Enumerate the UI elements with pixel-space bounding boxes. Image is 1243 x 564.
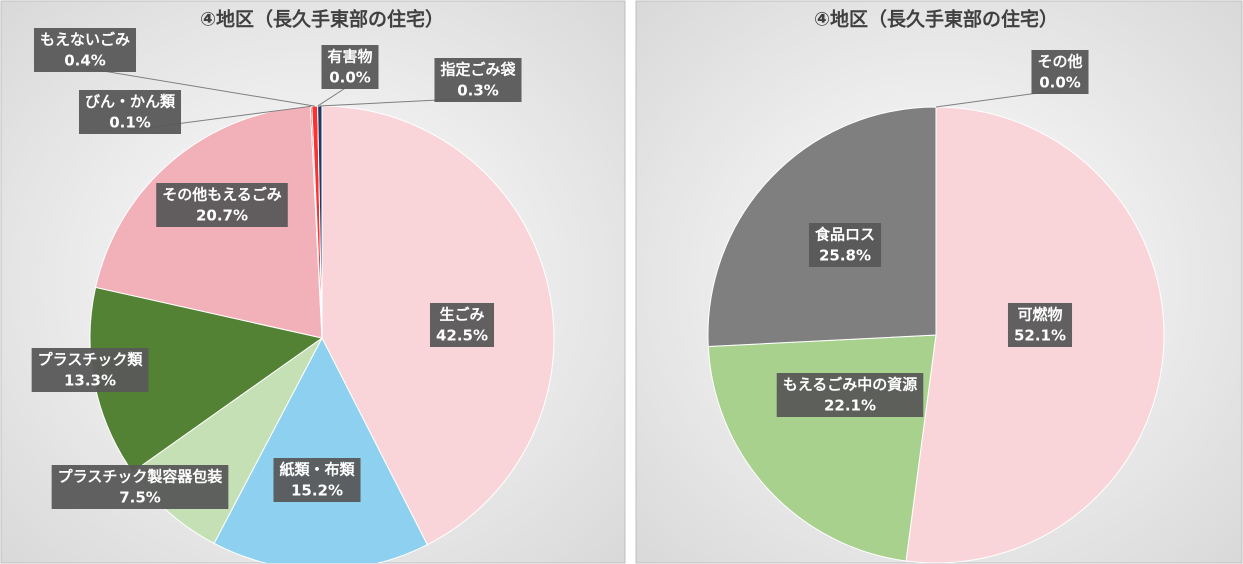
data-label-value: 0.1% [109, 114, 151, 132]
chart-title: ④地区（長久手東部の住宅） [814, 8, 1058, 31]
data-label-box [31, 348, 149, 392]
data-label-box [776, 373, 924, 417]
data-label-value: 0.0% [329, 69, 371, 87]
data-label-box [429, 303, 495, 347]
data-label-name: びん・かん類 [85, 93, 176, 111]
data-label-name: 指定ごみ袋 [440, 61, 516, 79]
data-label-value: 0.3% [457, 82, 499, 100]
data-label-value: 25.8% [819, 247, 871, 265]
data-label-name: 食品ロス [815, 226, 875, 244]
data-label-name: その他 [1037, 53, 1082, 71]
data-label-name: 生ごみ [439, 306, 484, 324]
data-label-box [78, 90, 182, 134]
data-label-box [156, 183, 288, 227]
data-label-name: その他もえるごみ [162, 186, 282, 204]
data-label-value: 42.5% [436, 327, 488, 345]
pie-chart: ④地区（長久手東部の住宅） 可燃物 52.1% もえるごみ中の資源 22.1% 食品ロス 2… [707, 8, 1165, 563]
data-label-box [808, 223, 882, 267]
leader-line [84, 67, 315, 107]
data-label-box [1007, 303, 1073, 347]
data-label-box [434, 58, 522, 102]
data-label-name: もえるごみ中の資源 [783, 376, 918, 394]
data-label-value: 52.1% [1014, 327, 1066, 345]
data-label-value: 7.5% [119, 489, 161, 507]
chart-title: ④地区（長久手東部の住宅） [200, 8, 444, 31]
data-label-box [1031, 50, 1089, 94]
data-label-box [273, 458, 361, 502]
data-label-value: 22.1% [824, 397, 876, 415]
data-label-name: 可燃物 [1017, 306, 1062, 324]
data-label-box [321, 45, 379, 89]
data-label-name: 紙類・布類 [279, 461, 355, 479]
data-label-name: プラスチック類 [38, 351, 144, 369]
data-label-name: プラスチック製容器包装 [58, 468, 224, 486]
data-label-value: 0.4% [64, 52, 106, 70]
pie-slice [213, 336, 428, 563]
data-label-box [33, 28, 137, 72]
data-label-name: もえないごみ [40, 31, 130, 49]
data-label-value: 20.7% [196, 207, 248, 225]
pie-chart: ④地区（長久手東部の住宅） 生ごみ 42.5% 紙類・布類 15.2% プラスチック製容器… [31, 8, 555, 563]
data-label-value: 15.2% [291, 482, 343, 500]
data-label-value: 0.0% [1039, 74, 1081, 92]
data-label-box [51, 465, 229, 509]
data-label-value: 13.3% [64, 372, 116, 390]
data-label-name: 有害物 [327, 48, 372, 66]
